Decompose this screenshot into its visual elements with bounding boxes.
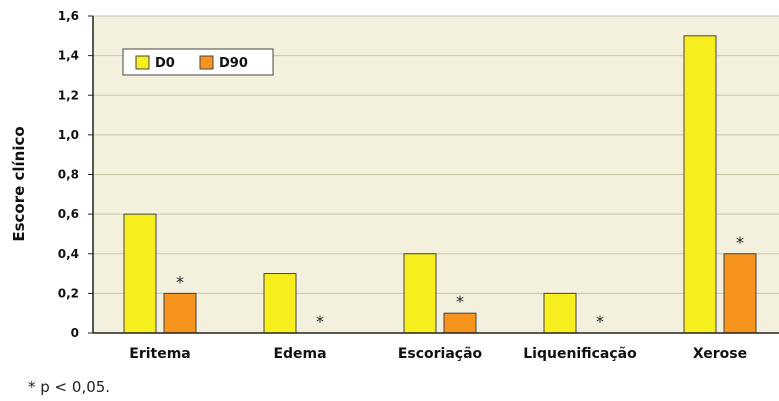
significance-star: * xyxy=(596,312,604,331)
y-tick-label: 0,4 xyxy=(58,247,79,261)
y-tick-label: 0 xyxy=(71,326,79,340)
significance-star: * xyxy=(316,312,324,331)
footnote: * p < 0,05. xyxy=(28,378,110,396)
bar-d90-2 xyxy=(443,312,477,334)
y-axis-label: Escore clínico xyxy=(10,126,28,241)
significance-star: * xyxy=(456,292,464,311)
y-tick-label: 1,0 xyxy=(58,128,79,142)
bar-d0-0 xyxy=(123,213,157,334)
legend-swatch-d0 xyxy=(135,55,150,70)
legend-label-d90: D90 xyxy=(219,56,248,71)
y-tick-label: 0,6 xyxy=(58,207,79,221)
legend-label-d0: D0 xyxy=(155,56,175,71)
bar-d0-1 xyxy=(263,273,297,334)
y-tick-label: 1,4 xyxy=(58,49,79,63)
x-tick-label: Xerose xyxy=(693,346,747,362)
bar-d90-4 xyxy=(723,253,757,334)
significance-star: * xyxy=(736,233,744,252)
bar-d0-2 xyxy=(403,253,437,334)
x-tick-label: Liquenificação xyxy=(523,346,637,362)
legend: D0 D90 xyxy=(122,48,274,76)
x-tick-labels: Eritema Edema Escoriação Liquenificação Xero… xyxy=(129,346,747,362)
x-tick-label: Eritema xyxy=(129,346,191,362)
y-tick-label: 0,8 xyxy=(58,168,79,182)
y-tick-label: 0,2 xyxy=(58,286,79,300)
y-tick-labels: 0 0,2 0,4 0,6 0,8 1,0 1,2 1,4 1,6 xyxy=(58,9,79,340)
y-tick-label: 1,2 xyxy=(58,88,79,102)
y-tick-label: 1,6 xyxy=(58,9,79,23)
x-tick-label: Escoriação xyxy=(398,346,483,362)
x-tick-label: Edema xyxy=(273,346,326,362)
significance-star: * xyxy=(176,272,184,291)
bar-d90-0 xyxy=(163,292,197,334)
bars xyxy=(123,35,757,334)
bar-d0-4 xyxy=(683,35,717,334)
significance-markers: * * * * * xyxy=(176,233,744,331)
legend-swatch-d90 xyxy=(199,55,214,70)
bar-d0-3 xyxy=(543,292,577,334)
